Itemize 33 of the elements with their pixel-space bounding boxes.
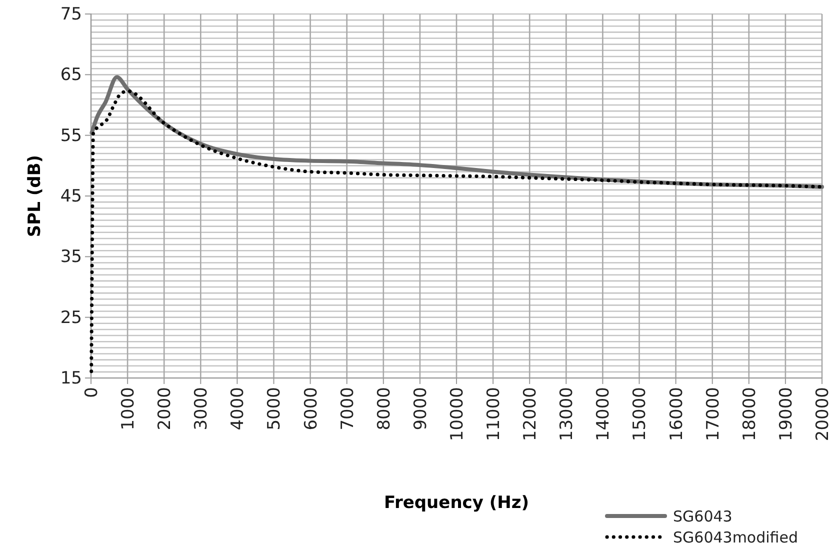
x-tick-label: 0 [82, 387, 102, 398]
x-axis-title: Frequency (Hz) [384, 493, 530, 513]
x-tick-label: 15000 [630, 387, 650, 442]
y-tick-label: 15 [60, 368, 82, 388]
x-tick-label: 2000 [155, 387, 176, 430]
y-tick-label: 25 [60, 308, 82, 328]
legend-label: SG6043 [673, 507, 732, 526]
x-tick-label: 19000 [776, 387, 796, 442]
x-tick-label: 5000 [264, 387, 285, 430]
x-tick-label: 11000 [484, 387, 504, 442]
y-tick-label: 55 [60, 126, 82, 146]
x-tick-label: 13000 [557, 387, 578, 442]
x-tick-label: 3000 [192, 387, 212, 430]
legend-label: SG6043modified [673, 528, 798, 546]
y-tick-label: 75 [60, 4, 82, 24]
x-tick-label: 16000 [666, 387, 687, 442]
y-tick-label: 45 [60, 186, 82, 206]
x-tick-label: 6000 [301, 387, 322, 430]
x-tick-label: 14000 [594, 387, 614, 442]
x-tick-label: 12000 [520, 387, 541, 442]
y-axis-title: SPL (dB) [25, 154, 45, 238]
x-tick-label: 8000 [374, 387, 394, 430]
y-tick-label: 65 [60, 65, 82, 86]
x-tick-label: 10000 [447, 387, 468, 442]
line-series [90, 89, 824, 374]
x-tick-label: 17000 [703, 387, 724, 442]
x-tick-label: 4000 [228, 387, 248, 430]
x-tick-label: 20000 [812, 387, 833, 442]
x-tick-label: 1000 [118, 387, 138, 430]
x-tick-label: 18000 [740, 387, 760, 442]
x-tick-label: 7000 [338, 387, 358, 430]
y-tick-label: 35 [60, 247, 82, 268]
x-tick-label: 9000 [410, 387, 431, 430]
